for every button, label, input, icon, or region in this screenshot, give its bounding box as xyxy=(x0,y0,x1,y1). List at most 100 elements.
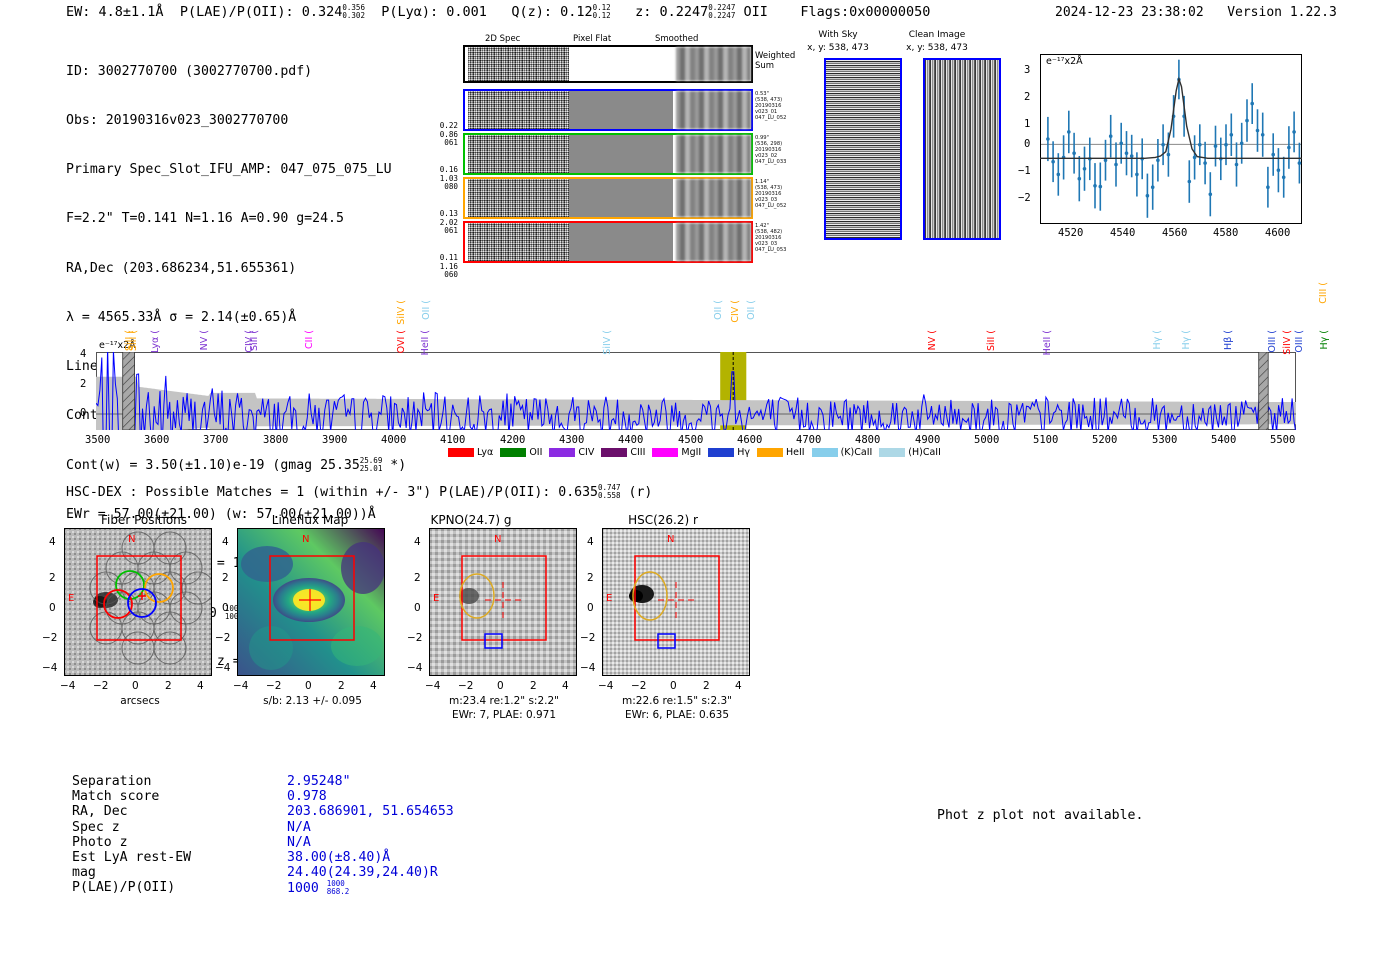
legend-entry[interactable]: Hγ xyxy=(708,447,750,458)
spec2d-rowlabel-right-3: 1.14" (538, 473) 20190316 v023_03 047_LU_052 xyxy=(755,179,787,210)
fullplot-xtick: 5100 xyxy=(1033,434,1059,446)
table-key: Match score xyxy=(72,789,160,805)
legend-entry[interactable]: MgII xyxy=(652,447,701,458)
cutout-image-clean[interactable] xyxy=(923,58,1001,240)
legend-entry[interactable]: Lyα xyxy=(448,447,493,458)
compass-north-label: N xyxy=(128,534,136,545)
emission-line-label: SiIV ( xyxy=(1282,330,1293,355)
info-id: ID: 3002770700 (3002770700.pdf) xyxy=(66,63,313,79)
spec2d-image-pixelflat xyxy=(569,47,673,81)
fullplot-xtick: 4000 xyxy=(381,434,407,446)
header-qz-value: 0.12 xyxy=(560,4,593,20)
panel-title-fiber-positions: Fiber Positions xyxy=(100,513,188,527)
fullplot-xtick: 4300 xyxy=(559,434,585,446)
fullplot-xtick: 3900 xyxy=(322,434,348,446)
compass-east-label: E xyxy=(68,593,75,604)
cutout-image-with-sky[interactable] xyxy=(824,58,902,240)
fullplot-xtick: 3500 xyxy=(85,434,111,446)
spec2d-rowlabel-left-3: 0.13 2.02 061 xyxy=(439,209,458,236)
table-key: RA, Dec xyxy=(72,804,128,820)
legend-swatch xyxy=(448,448,474,457)
cutout-subtitle-clean-image: x, y: 538, 473 xyxy=(906,43,968,53)
header-plya-label: P(Lyα): xyxy=(381,4,439,20)
legend-entry[interactable]: HeII xyxy=(757,447,805,458)
compass-north-label: N xyxy=(302,534,310,545)
lineflux-map-svg xyxy=(237,528,385,676)
emission-line-label: Hγ ( xyxy=(1319,330,1330,350)
legend-label: CIV xyxy=(578,447,595,458)
spec2d-image-smoothed xyxy=(676,179,751,217)
header-plae-bounds: 0.356 0.302 xyxy=(342,3,365,20)
info-ewr: EWr = 57.00(±21.00) (w: 57.00(±21.00))Å xyxy=(66,506,376,522)
panel-hsc-r[interactable]: N E xyxy=(602,528,750,676)
spec2d-image-smoothed xyxy=(676,223,751,261)
table-row: Spec z N/A xyxy=(72,820,454,835)
panel-caption-signal-background: s/b: 2.13 +/- 0.095 xyxy=(263,695,362,707)
info-seeing: F=2.2" T=0.141 N=1.16 A=0.90 g=24.5 xyxy=(66,211,344,227)
cutout-title-clean-image: Clean Image xyxy=(908,30,966,40)
panel-caption-arcsecs: arcsecs xyxy=(120,695,160,707)
emission-line-label: HeII ( xyxy=(1042,330,1053,356)
panel-title-kpno: KPNO(24.7) g xyxy=(430,513,512,527)
cutout-title-with-sky: With Sky xyxy=(818,30,858,40)
fullplot-xtick: 5500 xyxy=(1270,434,1296,446)
fullplot-xtick: 4400 xyxy=(618,434,644,446)
legend-entry[interactable]: CIV xyxy=(549,447,594,458)
fullplot-xtick: 3700 xyxy=(203,434,229,446)
panel-lineflux-map[interactable]: N xyxy=(237,528,385,676)
emission-line-label: OVI ( xyxy=(396,330,407,354)
legend-swatch xyxy=(757,448,783,457)
full-spectrum-svg xyxy=(96,352,1296,430)
legend-entry[interactable]: OII xyxy=(500,447,542,458)
fullplot-xtick: 5000 xyxy=(974,434,1000,446)
emission-line-label: OIII ( xyxy=(1294,330,1305,353)
fullplot-xtick: 4100 xyxy=(440,434,466,446)
spec2d-row-exposure-1 xyxy=(463,89,753,131)
version-label: Version 1.22.3 xyxy=(1227,5,1337,20)
emission-line-label: CIV ( xyxy=(730,300,741,323)
panel-fiber-positions[interactable]: N E xyxy=(64,528,212,676)
spec2d-image-2dspec xyxy=(468,179,569,217)
compass-north-label: N xyxy=(667,534,675,545)
legend-entry[interactable]: CIII xyxy=(601,447,645,458)
legend-label: CIII xyxy=(630,447,646,458)
spec2d-image-smoothed xyxy=(676,91,751,129)
legend-label: MgII xyxy=(681,447,702,458)
legend-label: (K)CaII xyxy=(840,447,873,458)
emission-line-label: Hγ ( xyxy=(1181,330,1192,350)
legend-entry[interactable]: (H)CaII xyxy=(879,447,941,458)
table-value: N/A xyxy=(287,834,311,850)
table-key: Separation xyxy=(72,774,152,789)
spec2d-weighted-sum-label: Weighted Sum xyxy=(755,51,796,71)
spec2d-row-exposure-3 xyxy=(463,177,753,219)
spectrum-legend: Lyα OII CIV CIII MgII Hγ HeII (K)CaII (H)CaII xyxy=(448,447,941,458)
full-spectrum-plot[interactable]: e⁻¹⁷x2Å 4 2 0 3500 3600 3700 3800 3900 4000 41… xyxy=(80,340,1296,446)
header-z-label: z: xyxy=(635,4,652,20)
fullplot-xtick: 4500 xyxy=(678,434,704,446)
fullplot-xtick: 3600 xyxy=(144,434,170,446)
timestamp: 2024-12-23 23:38:02 xyxy=(1055,5,1204,20)
header-z-species: OII xyxy=(743,4,768,20)
spec2d-image-2dspec xyxy=(468,47,569,81)
panel-caption-hsc-2: EWr: 6, PLAE: 0.635 xyxy=(624,709,730,721)
legend-swatch xyxy=(879,448,906,457)
header-plae-value: 0.324 xyxy=(301,4,343,20)
header-ew: EW: 4.8±1.1Å xyxy=(66,4,164,20)
kpno-image-svg xyxy=(429,528,577,676)
hscdex-value: 0.635 xyxy=(558,485,598,500)
compass-east-label: E xyxy=(433,593,440,604)
header-qz-bounds: 0.12 0.12 xyxy=(592,3,611,20)
panel-kpno-g[interactable]: N E xyxy=(429,528,577,676)
info-cont-wide: Cont(w) = 3.50(±1.10)e-19 (gmag 25.35 25.… xyxy=(66,456,407,474)
panel-caption-kpno-2: EWr: 7, PLAE: 0.971 xyxy=(451,709,557,721)
compass-east-label: E xyxy=(606,593,613,604)
legend-swatch xyxy=(500,448,527,457)
emission-line-label: Hγ ( xyxy=(1152,330,1163,350)
panel-caption-hsc-1: m:22.6 re:1.5" s:2.3" xyxy=(622,695,732,707)
line-zoom-spectrum-plot[interactable]: 3 2 1 0 −1 −2 4520 4540 4560 4580 4600 e… xyxy=(1018,54,1302,239)
legend-entry[interactable]: (K)CaII xyxy=(811,447,873,458)
table-row: Photo z N/A xyxy=(72,835,454,850)
spec2d-title-pixelflat: Pixel Flat xyxy=(573,34,612,44)
table-value: N/A xyxy=(287,819,311,835)
fiber-positions-svg xyxy=(64,528,212,676)
